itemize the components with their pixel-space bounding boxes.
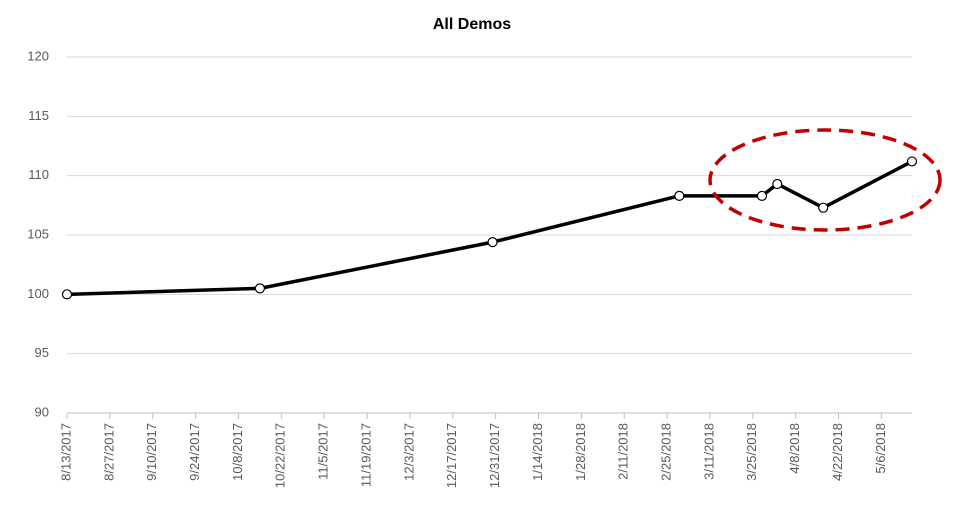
y-tick-label: 115 (28, 108, 49, 123)
x-tick-label: 10/8/2017 (230, 423, 245, 481)
y-tick-label: 120 (27, 48, 49, 63)
data-point (487, 237, 498, 248)
x-tick-label: 12/17/2017 (444, 423, 459, 488)
grid: 90 95 100 105 110 115 120 8/13/2017 8/27/2017 9/1… (27, 48, 912, 488)
chart-title: All Demos (433, 16, 511, 33)
series-line (66, 159, 913, 297)
plot (61, 156, 918, 300)
x-tick-label: 12/31/2017 (487, 423, 502, 488)
x-tick-label: 11/19/2017 (358, 423, 373, 487)
x-tick-label: 12/3/2017 (401, 423, 416, 481)
x-tick-label: 2/11/2018 (616, 423, 631, 480)
x-tick-label: 3/25/2018 (744, 423, 759, 481)
x-tick-label: 4/22/2018 (830, 423, 845, 481)
x-tick-label: 1/28/2018 (573, 423, 588, 481)
x-tick-label: 9/24/2017 (187, 423, 202, 481)
x-tick-label: 2/25/2018 (659, 423, 674, 481)
y-tick-label: 105 (27, 226, 49, 241)
data-point (818, 202, 829, 213)
data-point (772, 178, 783, 190)
y-tick-label: 100 (27, 286, 49, 301)
x-tick-label: 1/14/2018 (530, 423, 545, 481)
x-tick-label: 8/13/2017 (58, 423, 73, 481)
data-point (254, 283, 265, 294)
data-point (61, 289, 73, 300)
y-tick-label: 110 (28, 167, 49, 182)
data-point (674, 190, 685, 201)
data-point (756, 190, 768, 201)
x-tick-label: 10/22/2017 (273, 423, 288, 488)
y-tick-label: 95 (35, 345, 49, 360)
highlight-ellipse (708, 128, 942, 232)
x-tick-label: 3/11/2018 (701, 423, 716, 480)
y-tick-label: 90 (35, 404, 49, 419)
x-tick-label: 5/6/2018 (873, 423, 888, 474)
data-point (906, 156, 918, 167)
x-tick-label: 4/8/2018 (787, 423, 802, 474)
x-tick-label: 8/27/2017 (101, 423, 116, 481)
x-tick-label: 9/10/2017 (144, 423, 159, 481)
x-tick-label: 11/5/2017 (316, 423, 331, 480)
